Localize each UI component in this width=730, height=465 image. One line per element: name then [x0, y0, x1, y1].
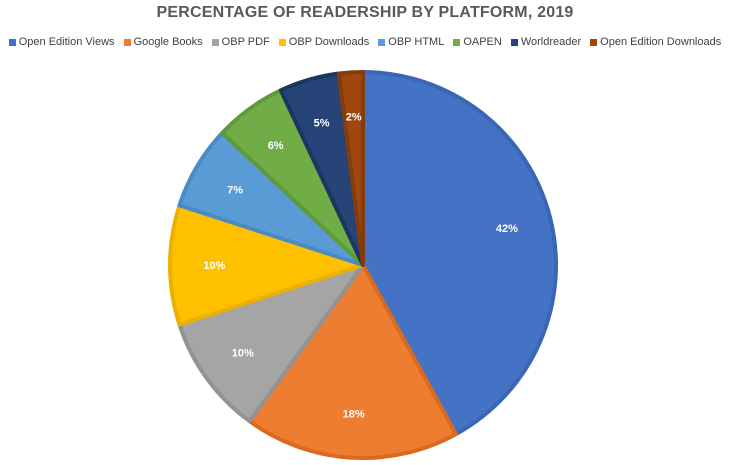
legend-swatch	[8, 38, 16, 46]
legend-label: Google Books	[133, 36, 203, 48]
legend-item: OAPEN	[453, 36, 502, 48]
data-label: 42%	[496, 223, 518, 235]
data-label: 2%	[346, 112, 362, 124]
legend-item: OBP HTML	[378, 36, 444, 48]
legend-swatch	[453, 38, 461, 46]
pie-slice	[247, 263, 458, 460]
data-label: 6%	[268, 140, 284, 152]
legend-swatch	[278, 38, 286, 46]
pie-slice	[336, 70, 365, 267]
legend-label: OBP HTML	[388, 36, 445, 48]
chart-title: PERCENTAGE OF READERSHIP BY PLATFORM, 20…	[156, 4, 574, 21]
data-label: 7%	[227, 184, 243, 196]
legend-item: OBP PDF	[211, 36, 270, 48]
legend-item: Open Edition Downloads	[590, 36, 721, 48]
legend-swatch	[211, 38, 219, 46]
legend-swatch	[123, 38, 131, 46]
legend-label: OAPEN	[463, 36, 502, 48]
legend-label: Open Edition Views	[18, 36, 115, 48]
data-label: 10%	[232, 347, 254, 359]
legend-item: Open Edition Views	[8, 36, 115, 48]
legend-item: Worldreader	[510, 36, 582, 48]
data-label: 10%	[203, 260, 225, 272]
legend-swatch	[590, 38, 598, 46]
pie-slice	[177, 263, 365, 424]
legend-item: OBP Downloads	[278, 36, 370, 48]
legend-label: OBP Downloads	[288, 36, 370, 48]
chart-legend: Open Edition Views Google Books OBP PDF OBP…	[0, 36, 730, 48]
legend-label: Worldreader	[520, 36, 582, 48]
data-label: 5%	[314, 117, 330, 129]
legend-label: OBP PDF	[221, 36, 270, 48]
pie-slice	[168, 203, 365, 327]
pie-slice	[361, 70, 558, 437]
data-label: 18%	[343, 408, 365, 420]
legend-label: Open Edition Downloads	[600, 36, 722, 48]
legend-swatch	[378, 38, 386, 46]
legend-item: Google Books	[123, 36, 203, 48]
legend-swatch	[510, 38, 518, 46]
